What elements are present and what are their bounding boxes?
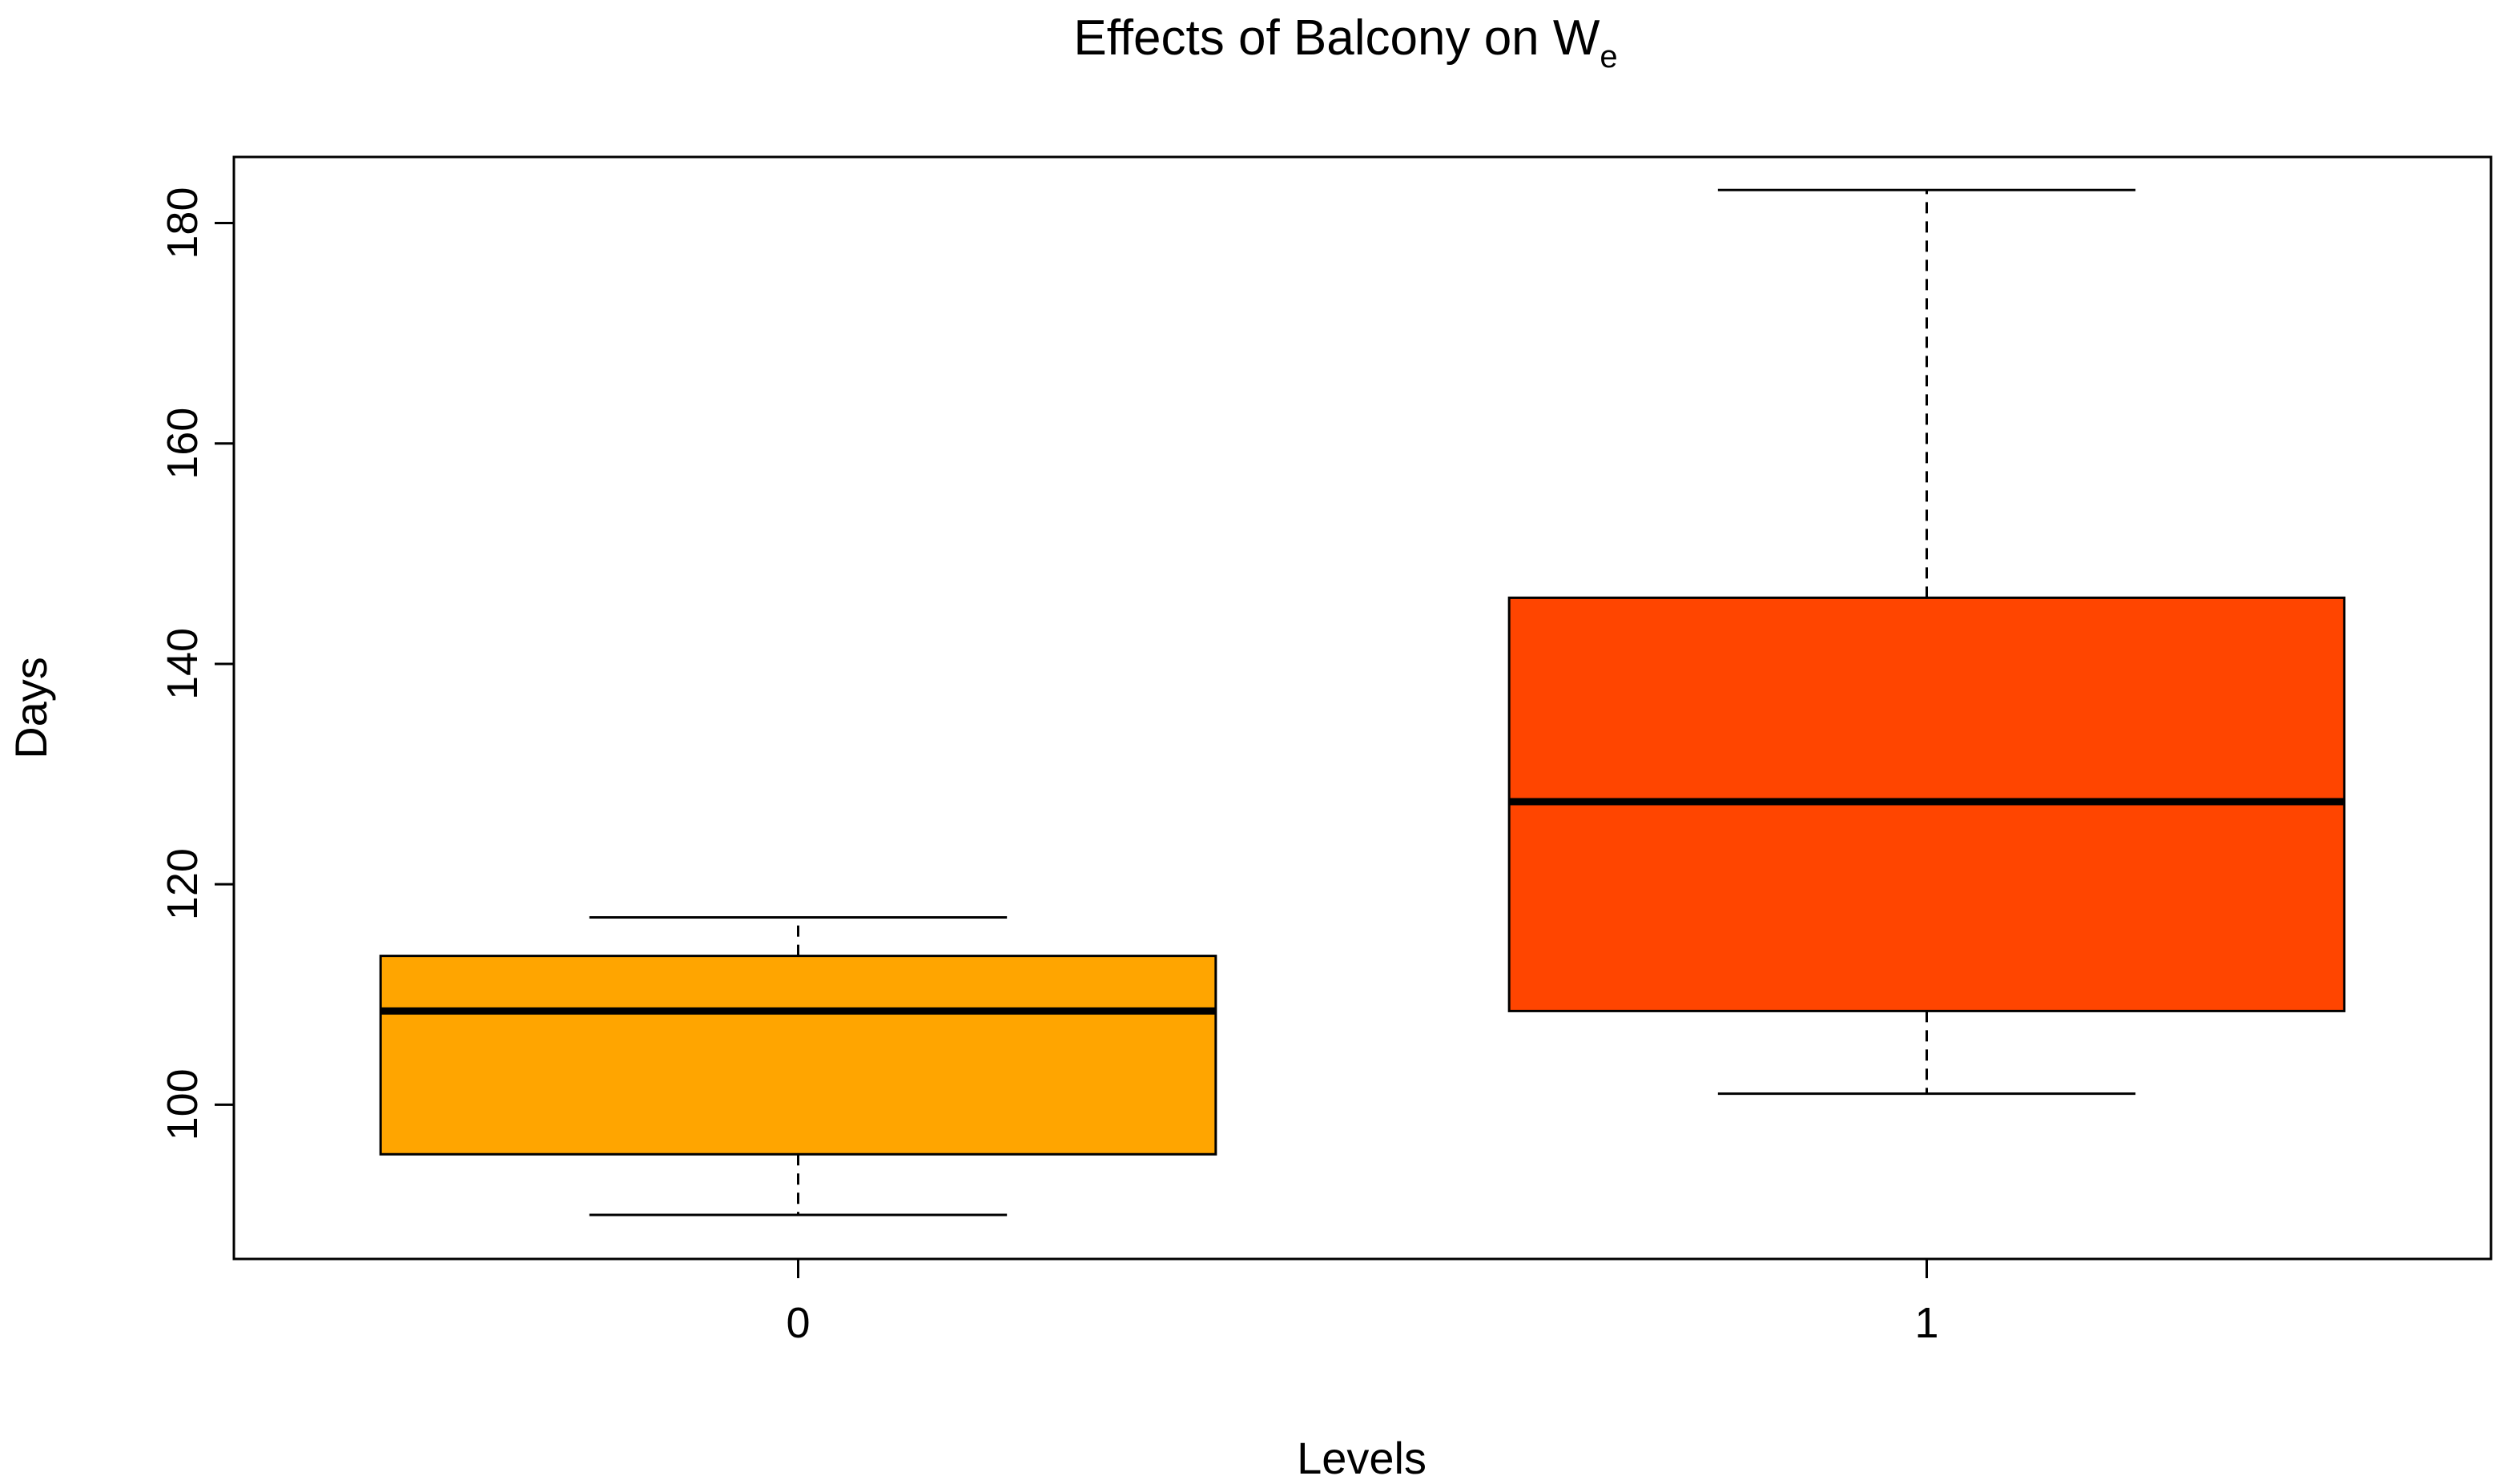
x-tick-label: 1 bbox=[1914, 1299, 1938, 1347]
box-group-0 bbox=[379, 915, 1217, 1217]
y-tick-label: 160 bbox=[159, 408, 207, 480]
y-tick-label: 140 bbox=[159, 628, 207, 700]
y-axis: 100 120 140 160 180 bbox=[159, 187, 235, 1140]
x-tick-label: 0 bbox=[786, 1299, 810, 1347]
y-tick-label: 120 bbox=[159, 848, 207, 920]
y-tick-label: 180 bbox=[159, 187, 207, 259]
chart-title-subscript: e bbox=[1600, 39, 1617, 74]
x-axis-label: Levels bbox=[1297, 1433, 1427, 1483]
plot-layer bbox=[379, 188, 2346, 1217]
box-group-1 bbox=[1507, 188, 2346, 1096]
chart-title-main: Effects of Balcony on W bbox=[1073, 10, 1600, 66]
y-tick-label: 100 bbox=[159, 1068, 207, 1140]
y-axis-label: Days bbox=[6, 657, 56, 759]
chart-title: Effects of Balcony on We bbox=[1073, 10, 1617, 74]
iqr-box bbox=[379, 955, 1217, 1156]
